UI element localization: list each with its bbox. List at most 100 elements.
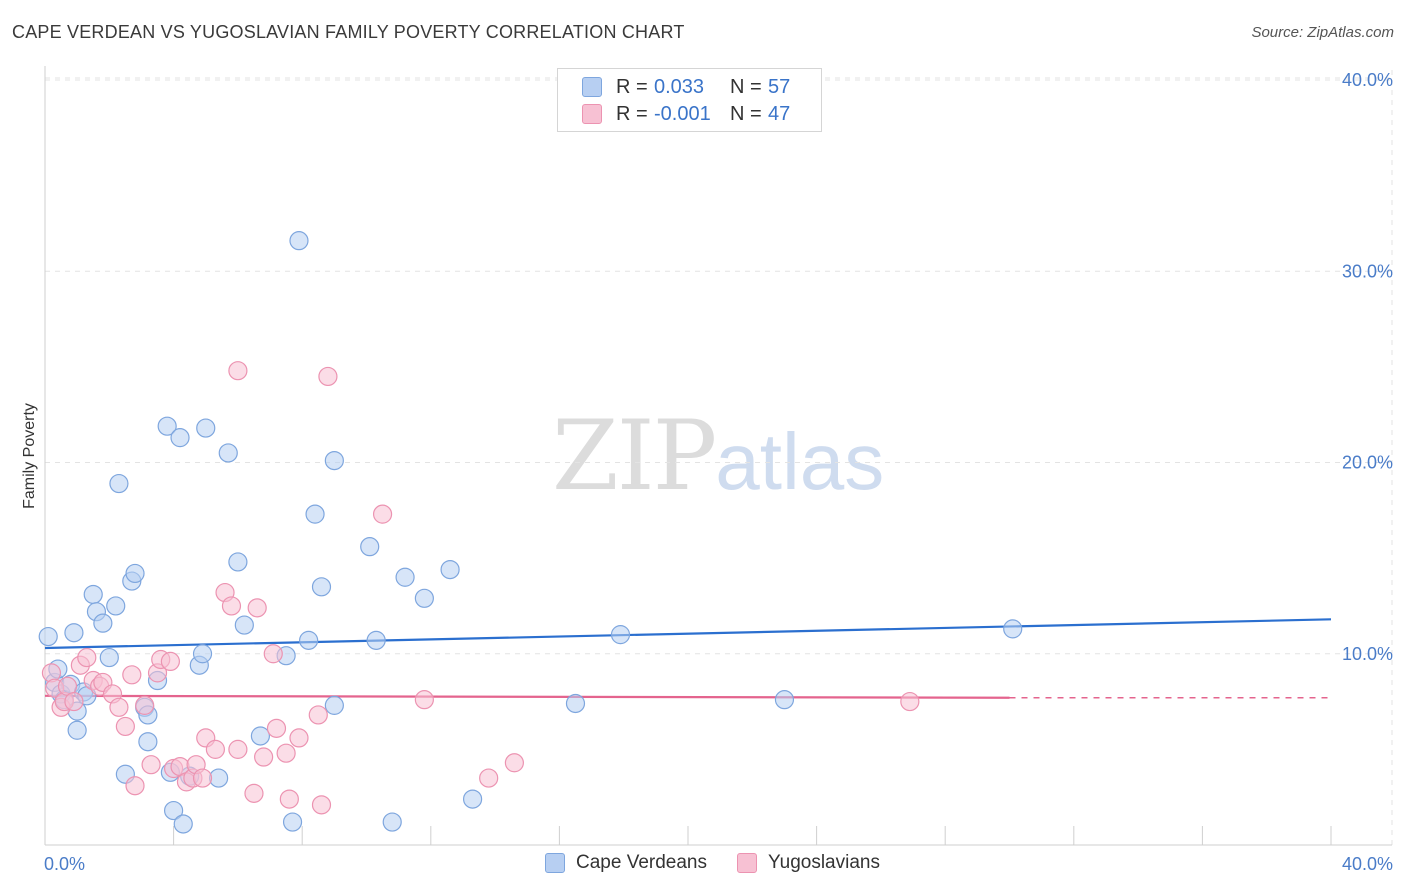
cape-verdean-point xyxy=(67,720,87,740)
stats-row-cape-verdeans: R = 0.033 N = 57 xyxy=(582,75,790,99)
cape-verdean-point xyxy=(440,559,460,580)
cape-verdean-point xyxy=(311,577,332,597)
yugoslavian-point xyxy=(160,651,180,672)
n-value: 57 xyxy=(768,75,791,98)
cape-verdean-point xyxy=(610,625,631,645)
cape-verdean-point xyxy=(324,695,344,715)
cape-verdean-point xyxy=(234,615,254,635)
yugoslavian-point xyxy=(372,504,393,524)
yugoslavian-point xyxy=(205,739,225,759)
cape-verdean-trend-line xyxy=(44,618,1332,650)
yugoslavian-point xyxy=(228,361,248,381)
legend-item-yugoslavians[interactable]: Yugoslavians xyxy=(737,852,880,874)
yugoslavian-point xyxy=(254,747,274,767)
y-tick-label: 40.0% xyxy=(1342,70,1393,90)
yugoslavians-swatch xyxy=(582,104,602,124)
cape-verdean-point xyxy=(157,416,177,436)
yugoslavian-point xyxy=(221,596,242,616)
yugoslavian-point xyxy=(479,768,499,788)
source-credit: Source: ZipAtlas.com xyxy=(1251,24,1394,41)
yugoslavian-point xyxy=(900,691,920,712)
x-tick-label: 40.0% xyxy=(1342,854,1393,874)
yugoslavian-point xyxy=(318,366,338,387)
yugoslavian-point xyxy=(247,598,267,618)
cape-verdeans-legend-swatch xyxy=(545,853,565,873)
yugoslavian-point xyxy=(244,783,264,803)
cape-verdean-point xyxy=(250,726,271,746)
yugoslavian-point xyxy=(135,695,155,715)
cape-verdean-point xyxy=(1003,619,1023,639)
y-tick-label: 10.0% xyxy=(1342,644,1393,664)
chart-title: CAPE VERDEAN VS YUGOSLAVIAN FAMILY POVER… xyxy=(12,22,685,42)
cape-verdean-point xyxy=(173,814,193,834)
stats-legend: R = 0.033 N = 57 R = -0.001 N = 47 xyxy=(557,68,822,132)
yugoslavian-point xyxy=(266,718,287,738)
cape-verdean-point xyxy=(414,588,434,608)
gridlines xyxy=(45,70,1393,845)
yugoslavian-point xyxy=(228,739,248,759)
yugoslavian-point xyxy=(263,644,283,664)
yugoslavian-point xyxy=(192,768,213,788)
yugoslavian-point xyxy=(308,705,328,725)
cape-verdean-point xyxy=(382,812,402,832)
cape-verdean-point xyxy=(360,537,380,557)
cape-verdean-point xyxy=(93,613,113,633)
yugoslavian-point xyxy=(289,728,309,748)
yugoslavian-trend-line xyxy=(44,694,1010,699)
y-axis-label: Family Poverty xyxy=(21,403,38,509)
tick-labels: 10.0% 20.0% 30.0% 40.0% 0.0% 40.0% xyxy=(44,70,1393,874)
r-label: R = xyxy=(616,102,648,125)
cape-verdean-point xyxy=(228,552,248,572)
yugoslavians-legend-swatch xyxy=(737,853,757,873)
yugoslavian-point xyxy=(414,690,434,710)
cape-verdean-point xyxy=(170,428,190,448)
n-label: N = xyxy=(730,102,762,125)
cape-verdean-point xyxy=(192,644,213,664)
cape-verdean-point xyxy=(366,630,386,650)
cape-verdean-point xyxy=(289,231,309,251)
yugoslavian-point xyxy=(125,776,145,796)
yugoslavian-point xyxy=(64,691,84,712)
yugoslavian-point xyxy=(141,755,161,775)
cape-verdean-point xyxy=(324,450,344,471)
yugoslavian-point xyxy=(109,697,129,717)
series-legend: Cape Verdeans Yugoslavians xyxy=(545,852,910,874)
trend-lines xyxy=(44,618,1332,699)
axes xyxy=(44,66,1392,846)
r-value: 0.033 xyxy=(654,75,705,98)
r-label: R = xyxy=(616,75,648,98)
yugoslavian-point xyxy=(279,789,299,809)
cape-verdeans-swatch xyxy=(582,77,602,97)
cape-verdean-point xyxy=(83,584,103,605)
cape-verdean-point xyxy=(38,626,58,647)
cape-verdean-point xyxy=(299,630,319,650)
r-value: -0.001 xyxy=(654,102,711,125)
legend-item-cape-verdeans[interactable]: Cape Verdeans xyxy=(545,852,707,874)
cape-verdean-point xyxy=(462,789,483,809)
cape-verdean-point xyxy=(138,732,158,752)
cape-verdean-point xyxy=(565,693,586,714)
n-value: 47 xyxy=(768,102,791,125)
legend-label: Cape Verdeans xyxy=(576,852,707,873)
legend-label: Yugoslavians xyxy=(768,852,880,873)
yugoslavian-point xyxy=(115,716,135,737)
cape-verdean-point xyxy=(64,623,84,643)
y-tick-label: 20.0% xyxy=(1342,453,1393,473)
cape-verdean-point xyxy=(164,800,184,821)
cape-verdean-point xyxy=(196,418,216,438)
stats-row-yugoslavians: R = -0.001 N = 47 xyxy=(582,102,790,126)
cape-verdean-point xyxy=(99,647,119,668)
cape-verdean-point xyxy=(395,567,415,587)
yugoslavian-point xyxy=(77,647,97,668)
x-tick-label: 0.0% xyxy=(44,854,85,874)
yugoslavian-point xyxy=(122,665,142,685)
n-label: N = xyxy=(730,75,762,98)
y-tick-label: 30.0% xyxy=(1342,261,1393,281)
cape-verdean-point xyxy=(106,596,126,616)
cape-verdean-point xyxy=(218,443,238,463)
yugoslavian-point xyxy=(504,753,524,773)
cape-verdean-point xyxy=(109,473,129,494)
cape-verdean-point xyxy=(774,690,795,710)
yugoslavian-point xyxy=(276,743,296,763)
